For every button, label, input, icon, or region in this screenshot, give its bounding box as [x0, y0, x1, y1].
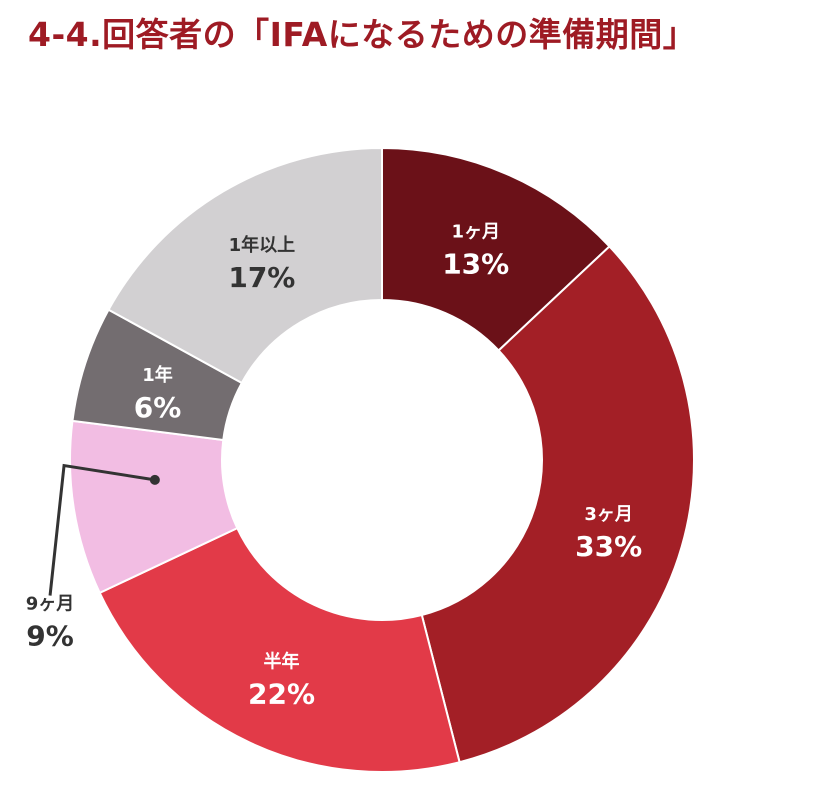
slice-3-value-label: 22% — [248, 678, 315, 711]
slice-6-value-label: 17% — [228, 261, 295, 294]
slice-4-value-label: 9% — [26, 620, 74, 653]
slice-2-value-label: 33% — [575, 530, 642, 563]
leader-line-group — [48, 463, 160, 596]
slice-labels: 1ヶ月 13% 3ヶ月 33% 半年 22% 9ヶ月 9% 1年 6% 1年以上 17% — [26, 221, 642, 710]
slice-5-value-label: 6% — [134, 391, 182, 424]
slice-2-arc — [420, 245, 695, 764]
slice-1-arc — [381, 146, 611, 352]
slice-3-arc — [98, 526, 461, 773]
slice-5-category-label: 1年 — [142, 364, 173, 386]
chart-title: 4-4.回答者の「IFAになるための準備期間」 — [28, 15, 697, 54]
slice-1-value-label: 13% — [442, 247, 509, 280]
slice-1-category-label: 1ヶ月 — [451, 221, 500, 242]
donut-slices — [69, 146, 695, 773]
slice-4-category-label: 9ヶ月 — [26, 594, 75, 615]
slice-6-arc — [107, 146, 383, 385]
slice-3-category-label: 半年 — [264, 651, 300, 673]
slice-6-category-label: 1年以上 — [229, 234, 296, 256]
leader-line — [48, 463, 156, 596]
slice-2-category-label: 3ヶ月 — [584, 504, 633, 525]
